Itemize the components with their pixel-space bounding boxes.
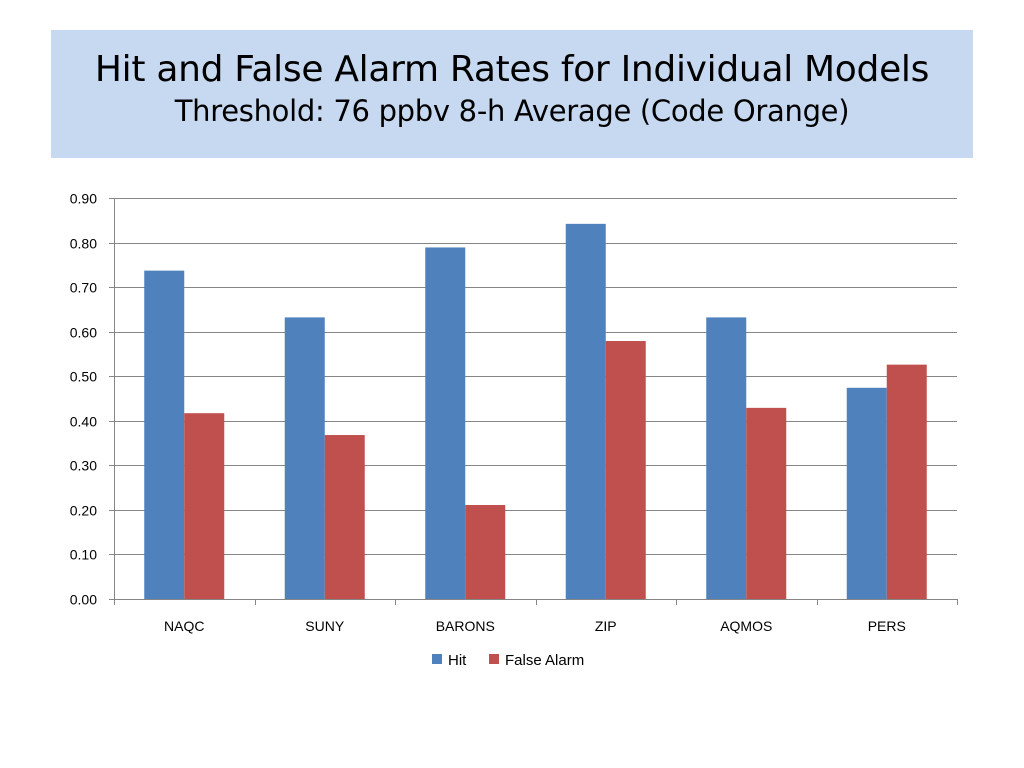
axes: 0.00 0.10 0.20 0.30 0.40 0.50 0.60 0.70 0.80 0.90…: [70, 191, 958, 634]
legend-label: Hit: [448, 652, 467, 669]
x-tick-label: NAQC: [164, 618, 204, 634]
y-tick-label: 0.80: [70, 236, 97, 252]
legend-swatch-hit: [432, 654, 442, 664]
bar-false-alarm-pers: [886, 364, 927, 599]
bar-false-alarm-zip: [605, 341, 646, 599]
bar-false-alarm-naqc: [184, 413, 225, 599]
title-box: Hit and False Alarm Rates for Individual…: [51, 30, 973, 158]
bar-hit-naqc: [144, 270, 185, 599]
legend: Hit False Alarm: [432, 652, 584, 669]
y-tick-label: 0.60: [70, 325, 97, 341]
y-tick-label: 0.10: [70, 547, 97, 563]
bar-hit-aqmos: [706, 317, 747, 599]
legend-label: False Alarm: [505, 652, 584, 669]
x-tick-label: SUNY: [305, 618, 345, 634]
bar-false-alarm-barons: [465, 504, 506, 599]
bar-hit-pers: [846, 387, 887, 599]
bar-hit-barons: [425, 247, 466, 599]
y-tick-label: 0.40: [70, 414, 97, 430]
bar-false-alarm-aqmos: [746, 407, 787, 599]
chart-title: Hit and False Alarm Rates for Individual…: [94, 49, 930, 90]
x-tick-label: BARONS: [436, 618, 495, 634]
bar-hit-suny: [284, 317, 325, 599]
legend-swatch-false-alarm: [489, 654, 499, 664]
y-tick-label: 0.00: [70, 592, 97, 608]
x-tick-label: AQMOS: [720, 618, 772, 634]
y-tick-label: 0.50: [70, 369, 97, 385]
y-tick-label: 0.70: [70, 280, 97, 296]
x-tick-label: PERS: [868, 618, 906, 634]
chart-subtitle: Threshold: 76 ppbv 8-h Average (Code Ora…: [174, 94, 850, 128]
bar-false-alarm-suny: [324, 435, 365, 599]
gridlines: [114, 198, 957, 555]
y-tick-label: 0.20: [70, 503, 97, 519]
x-tick-label: ZIP: [595, 618, 617, 634]
bars: [144, 223, 927, 599]
y-tick-label: 0.30: [70, 458, 97, 474]
bar-hit-zip: [565, 223, 606, 599]
y-tick-label: 0.90: [70, 191, 97, 207]
